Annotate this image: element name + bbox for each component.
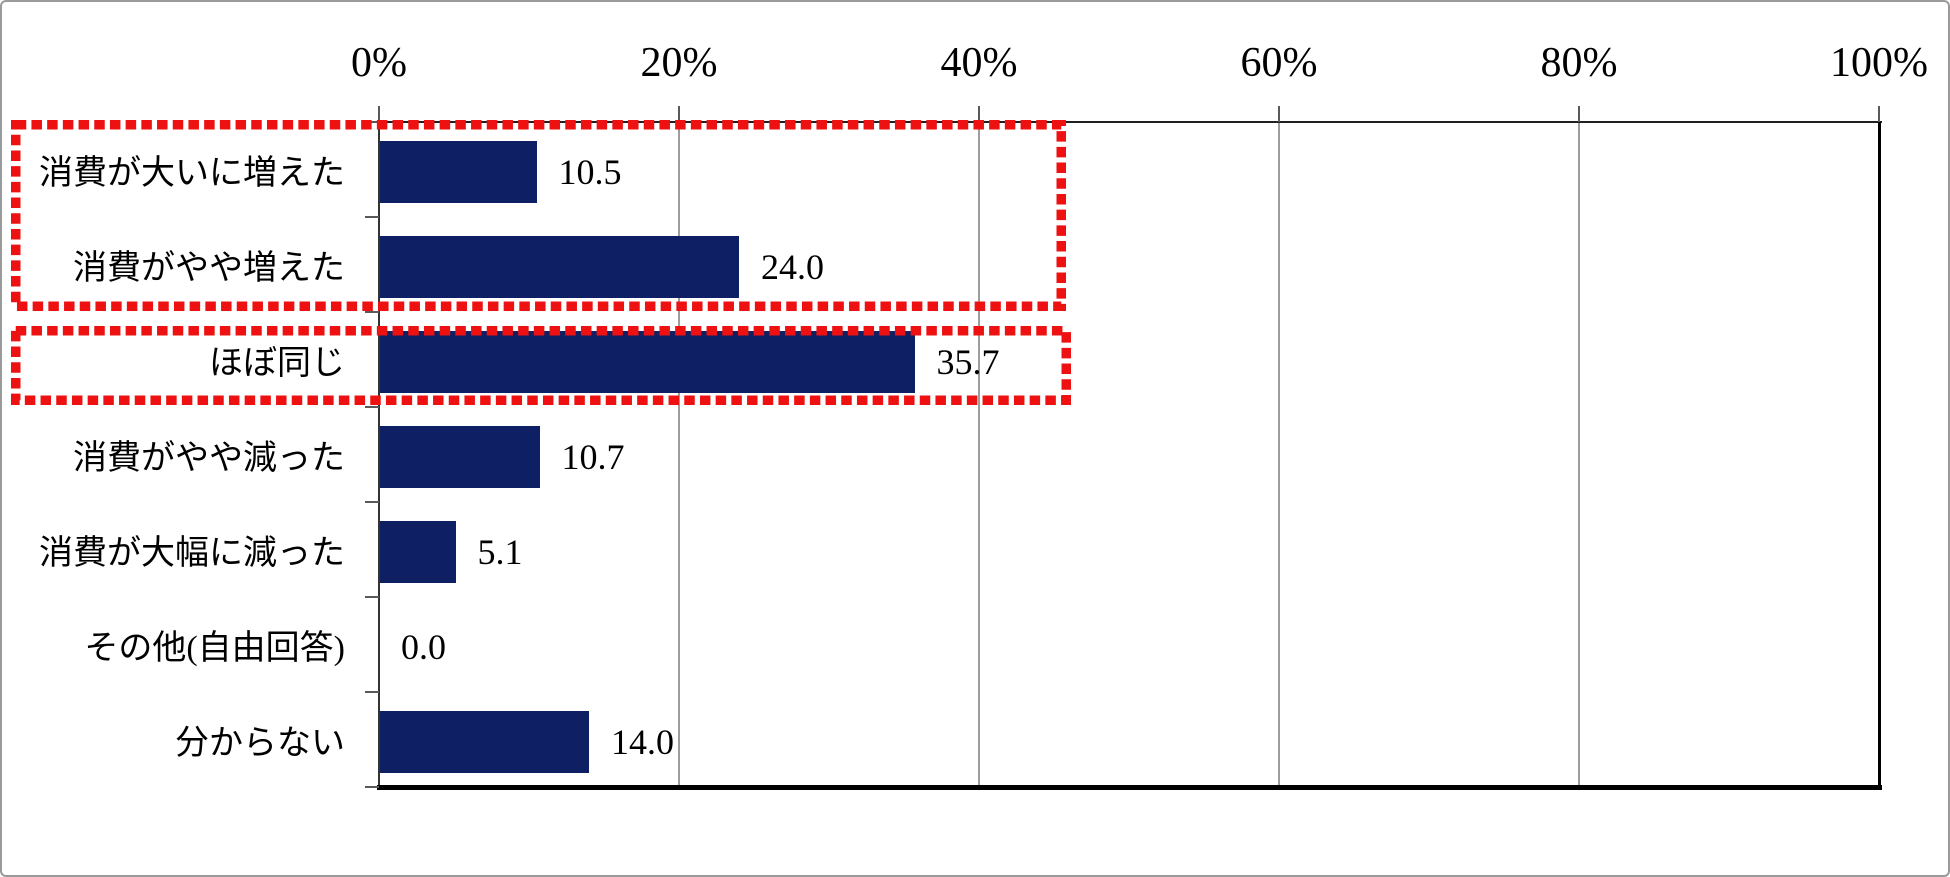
value-label: 5.1 <box>477 531 523 572</box>
y-axis-tick <box>365 121 379 123</box>
category-label: 消費が大幅に減った <box>39 535 345 572</box>
x-axis-tick <box>678 106 680 122</box>
category-label: ほぼ同じ <box>209 345 345 382</box>
value-label: 14.0 <box>611 721 674 762</box>
gridline-40% <box>978 123 980 786</box>
value-label: 10.5 <box>558 151 622 192</box>
value-label: 10.7 <box>561 436 625 477</box>
x-axis-tick-label: 60% <box>1240 40 1318 86</box>
category-label: 消費がやや減った <box>73 440 345 477</box>
x-axis-tick-label: 40% <box>940 40 1018 86</box>
y-axis-tick <box>365 311 379 313</box>
category-label: その他(自由回答) <box>84 630 345 667</box>
x-axis-tick-label: 20% <box>640 40 718 86</box>
x-axis-tick <box>378 106 380 122</box>
y-axis-tick <box>365 596 379 598</box>
y-axis-tick <box>365 501 379 503</box>
value-label: 0.0 <box>401 626 446 667</box>
bar <box>380 520 456 583</box>
y-axis-tick <box>365 216 379 218</box>
y-axis-tick <box>365 406 379 408</box>
x-axis-tick-label: 100% <box>1830 40 1928 86</box>
plot-border-bottom <box>377 785 1882 790</box>
bar <box>380 710 589 773</box>
bar <box>380 140 537 203</box>
gridline-80% <box>1578 123 1580 786</box>
bar <box>380 425 540 488</box>
y-axis-tick <box>365 786 379 788</box>
x-axis-tick-label: 0% <box>351 40 407 86</box>
x-axis-tick <box>1878 106 1880 122</box>
x-axis-tick <box>978 106 980 122</box>
bar <box>380 235 739 298</box>
plot-border-right <box>1877 122 1881 787</box>
plot-border-top <box>377 120 1882 123</box>
y-axis-tick <box>365 691 379 693</box>
x-axis-tick <box>1578 106 1580 122</box>
bar <box>380 330 915 393</box>
category-label: 消費が大いに増えた <box>39 155 345 192</box>
x-axis-tick-label: 80% <box>1540 40 1618 86</box>
gridline-60% <box>1278 123 1280 786</box>
category-label: 分からない <box>175 725 345 762</box>
plot-border-left <box>378 122 380 787</box>
category-label: 消費がやや増えた <box>73 250 345 287</box>
value-label: 24.0 <box>761 246 824 287</box>
x-axis-tick <box>1278 106 1280 122</box>
gridline-20% <box>678 123 680 786</box>
value-label: 35.7 <box>936 341 1000 382</box>
